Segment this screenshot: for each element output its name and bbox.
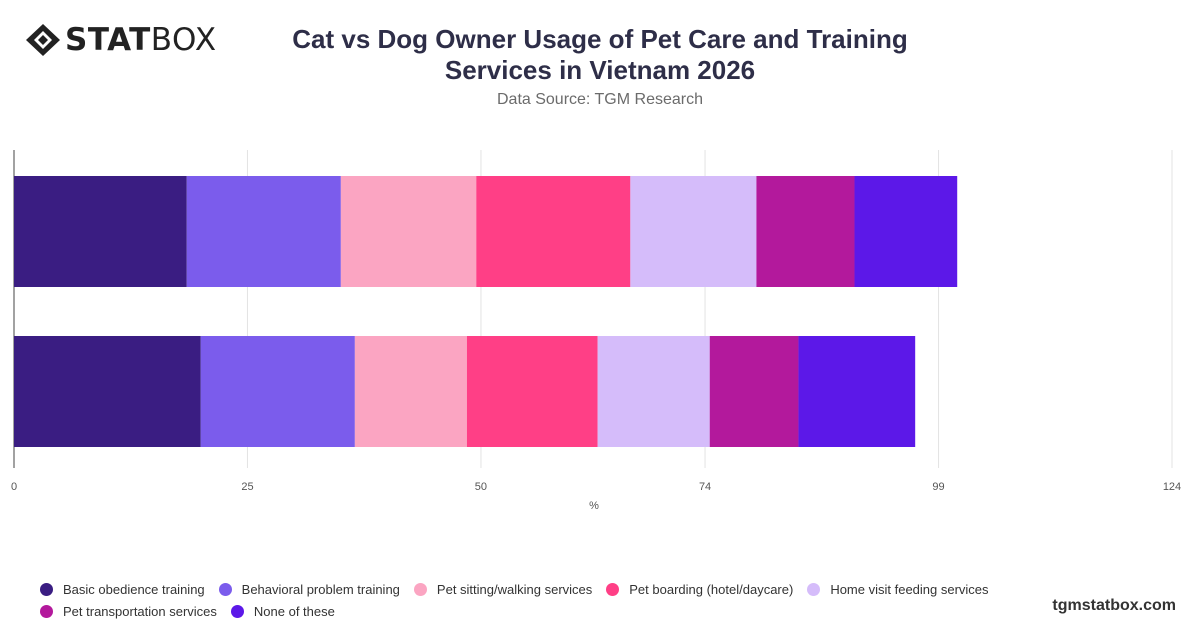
bar-segment bbox=[14, 176, 187, 287]
bar-segment bbox=[14, 336, 201, 447]
legend-swatch bbox=[230, 604, 244, 618]
stacked-bar-chart: 0 25 50 74 99 124% bbox=[11, 150, 1181, 512]
website-label: tgmstatbox.com bbox=[1052, 597, 1176, 614]
x-tick-label: 0 bbox=[11, 481, 17, 493]
logo-wordmark: STATBOX bbox=[65, 22, 217, 58]
bar-segment bbox=[756, 176, 855, 287]
legend-swatch bbox=[40, 604, 53, 618]
legend-item[interactable]: Home visit feeding services bbox=[807, 580, 989, 598]
legend-label: Pet transportation services bbox=[63, 603, 217, 619]
chart-legend: Basic obedience training Behavioral probl… bbox=[40, 580, 1180, 620]
legend-label: Pet sitting/walking services bbox=[436, 581, 593, 597]
bar-segment bbox=[186, 176, 341, 287]
chart-subtitle: Data Source: TGM Research bbox=[496, 91, 703, 108]
legend-item[interactable]: Behavioral problem training bbox=[218, 580, 400, 598]
legend-label: Basic obedience training bbox=[63, 581, 205, 597]
bar-segment bbox=[854, 176, 958, 287]
legend-item[interactable]: Basic obedience training bbox=[40, 580, 205, 598]
bar-segment bbox=[709, 336, 799, 447]
legend-label: Home visit feeding services bbox=[830, 581, 989, 597]
legend-item[interactable]: Pet boarding (hotel/daycare) bbox=[606, 580, 793, 598]
legend-swatch bbox=[218, 582, 232, 596]
legend-item[interactable]: None of these bbox=[230, 602, 335, 620]
legend-label: Pet boarding (hotel/daycare) bbox=[629, 581, 794, 597]
legend-swatch bbox=[606, 582, 620, 596]
bar-segment bbox=[466, 336, 598, 447]
x-tick-label: 25 bbox=[241, 481, 253, 493]
bar-segment bbox=[476, 176, 631, 287]
legend-swatch bbox=[807, 582, 821, 596]
x-tick-label: 124 bbox=[1163, 481, 1181, 493]
logo-bold-text: STAT bbox=[65, 22, 151, 58]
legend-swatch bbox=[413, 582, 427, 596]
x-tick-label: 50 bbox=[475, 481, 487, 493]
x-tick-label: 99 bbox=[932, 481, 944, 493]
bar-segment bbox=[630, 176, 757, 287]
bar-segment bbox=[354, 336, 467, 447]
diamond-logo-icon bbox=[26, 24, 60, 56]
bar-segment bbox=[200, 336, 355, 447]
chart-title: Cat vs Dog Owner Usage of Pet Care and T… bbox=[292, 24, 908, 85]
legend-item[interactable]: Pet sitting/walking services bbox=[413, 580, 593, 598]
statbox-logo: STATBOX bbox=[25, 22, 217, 58]
legend-swatch bbox=[40, 582, 53, 596]
x-tick-label: 74 bbox=[699, 481, 711, 493]
x-axis-label: % bbox=[589, 500, 599, 512]
logo-light-text: BOX bbox=[150, 22, 217, 58]
legend-label: None of these bbox=[253, 603, 335, 619]
bar-segment bbox=[340, 176, 477, 287]
bar-segment bbox=[798, 336, 916, 447]
legend-label: Behavioral problem training bbox=[241, 581, 400, 597]
bar-segment bbox=[597, 336, 710, 447]
legend-item[interactable]: Pet transportation services bbox=[40, 602, 217, 620]
